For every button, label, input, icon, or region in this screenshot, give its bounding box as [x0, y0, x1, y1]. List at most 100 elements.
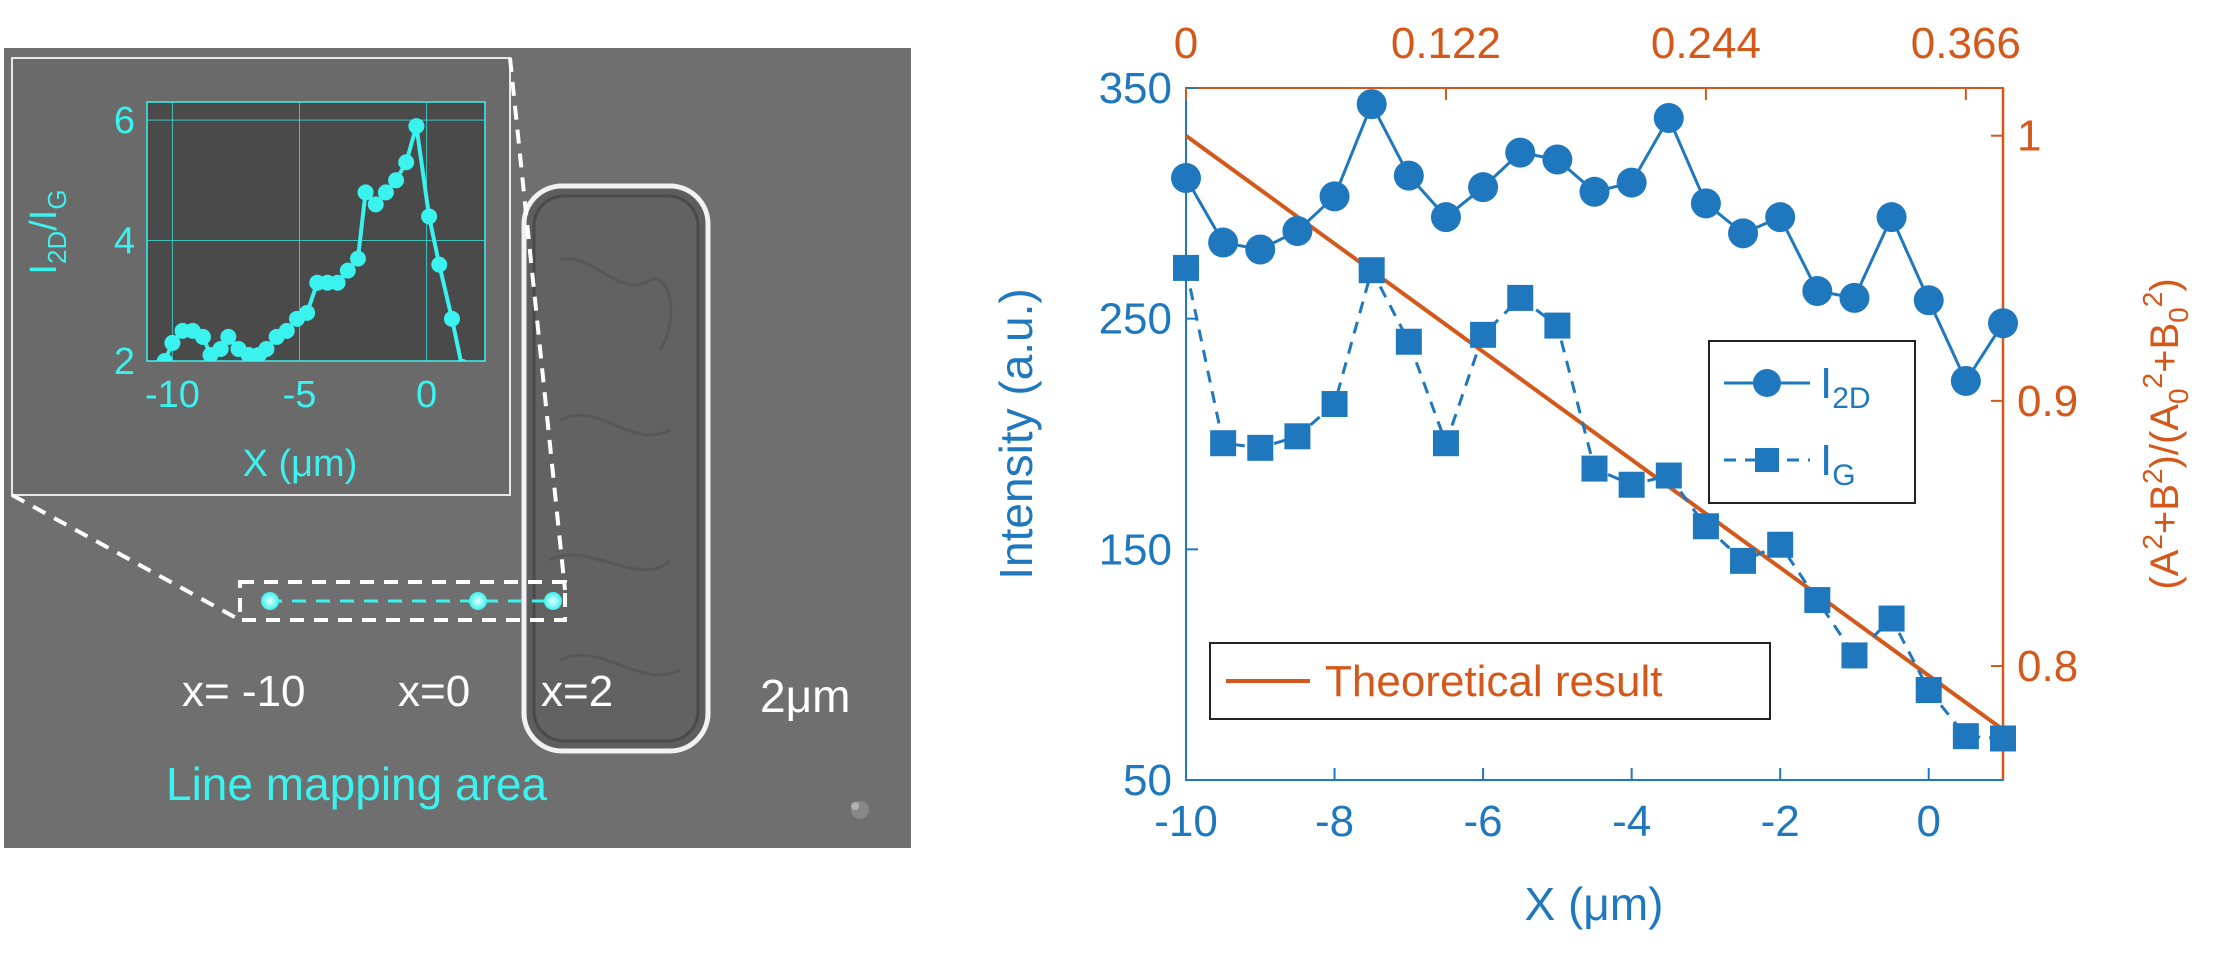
inset-y-tick-label: 6	[114, 100, 135, 142]
top-tick-label: 0.366	[1911, 19, 2021, 68]
marker-label-end: x=2	[541, 667, 613, 716]
inset-point	[329, 274, 346, 291]
y-tick-label: 250	[1099, 295, 1172, 344]
marker-label-start: x= -10	[182, 667, 306, 716]
ig-point	[1990, 725, 2016, 752]
x-tick-label: -2	[1761, 797, 1800, 846]
ig-point	[1507, 284, 1534, 311]
ig-point	[1841, 642, 1868, 669]
i2d-point	[1171, 162, 1201, 193]
inset-point	[220, 328, 237, 345]
i2d-line	[1184, 100, 2005, 385]
i2d-point	[1913, 285, 1944, 316]
trench-texture	[549, 257, 681, 677]
inset-series	[156, 118, 468, 361]
i2d-point	[1728, 218, 1759, 249]
ig-point	[1395, 328, 1422, 355]
ig-point	[1655, 462, 1682, 489]
inset-point	[278, 322, 295, 339]
mapping-box-outline	[238, 580, 567, 622]
inset-point	[377, 184, 394, 201]
inset-plot: -10 -5 0 2 4 6 X (μm) I2D/IG	[11, 57, 511, 496]
i2d-point	[1468, 172, 1499, 203]
ig-point	[1284, 423, 1311, 450]
i2d-point	[1542, 144, 1573, 175]
ig-point	[1210, 430, 1237, 457]
i2d-point	[1208, 227, 1239, 258]
ig-point	[1358, 257, 1385, 284]
i2d-point	[1393, 160, 1424, 191]
ig-point	[1952, 723, 1979, 750]
i2d-point	[1356, 89, 1387, 120]
main-ticks: -10 -8 -6 -4 -2 0 50 150 250 350 0.8 0.9 1 0 0.122 0.24…	[1099, 19, 2079, 846]
inset-point	[299, 304, 316, 321]
i2d-point	[1988, 308, 2018, 339]
x-tick-label: -8	[1315, 797, 1354, 846]
marker-label-zero: x=0	[398, 667, 470, 716]
left-ylabel: Intensity (a.u.)	[990, 288, 1042, 579]
i2d-point	[1579, 176, 1610, 207]
legend-ig-label: IG	[1820, 436, 1856, 492]
ig-point	[1767, 531, 1794, 558]
x-tick-label: -10	[1154, 797, 1218, 846]
ig-point	[1730, 547, 1757, 574]
ig-point	[1173, 254, 1199, 281]
legend-theory-label: Theoretical result	[1325, 657, 1662, 706]
sem-trench	[521, 183, 711, 754]
inset-point	[431, 256, 448, 273]
inset-point	[357, 184, 374, 201]
legend-i2d-label: I2D	[1820, 359, 1871, 415]
x-tick-label: 0	[1916, 797, 1940, 846]
inset-x-tick-label: 0	[416, 374, 437, 416]
ig-point	[1544, 312, 1571, 339]
y2-tick-label: 0.8	[2017, 642, 2078, 691]
y-tick-label: 350	[1099, 64, 1172, 113]
top-tick-label: 0	[1174, 19, 1198, 68]
inset-x-tick-label: -5	[283, 374, 317, 416]
ig-point	[1581, 455, 1608, 482]
trench-floor	[532, 194, 700, 743]
inset-y-tick-label: 4	[114, 221, 135, 263]
area-label: Line mapping area	[166, 758, 547, 810]
main-chart: -10 -8 -6 -4 -2 0 50 150 250 350 0.8 0.9 1 0 0.122 0.24…	[990, 19, 2194, 930]
y-tick-label: 50	[1123, 756, 1172, 805]
legend-i2d-marker	[1753, 369, 1781, 397]
i2d-point	[1505, 137, 1536, 168]
ig-point	[1692, 513, 1719, 540]
inset-point	[349, 250, 366, 267]
i2d-point	[1765, 202, 1796, 233]
inset-point	[164, 334, 181, 351]
mapping-box	[238, 580, 567, 622]
inset-point	[367, 196, 384, 213]
i2d-point	[1690, 188, 1721, 219]
main-xlabel: X (μm)	[1525, 878, 1664, 930]
legend-series: I2D IG	[1708, 340, 1916, 504]
inset-y-tick-label: 2	[114, 341, 135, 383]
inset-ylabel: I2D/IG	[23, 189, 72, 274]
legend-ig-marker	[1755, 448, 1779, 472]
inset-xlabel: X (μm)	[243, 443, 358, 485]
inset-axes	[146, 101, 486, 362]
x-tick-label: -6	[1464, 797, 1503, 846]
i2d-point	[1245, 234, 1276, 265]
inset-point	[339, 262, 356, 279]
y2-tick-label: 1	[2017, 112, 2041, 161]
theory-line	[1184, 134, 2005, 732]
ig-point	[1321, 391, 1348, 418]
zoom-lines	[11, 57, 567, 622]
i2d-point	[1430, 202, 1461, 233]
main-series	[1171, 89, 2018, 752]
i2d-point	[1802, 275, 1833, 306]
inset-point	[443, 310, 460, 327]
inset-point	[258, 340, 275, 357]
ig-point	[1470, 321, 1497, 348]
inset-point	[408, 118, 425, 135]
inset-x-tick-label: -10	[145, 374, 200, 416]
i2d-point	[1653, 102, 1684, 133]
y2-tick-label: 0.9	[2017, 377, 2078, 426]
i2d-point	[1319, 181, 1350, 212]
ig-point	[1618, 471, 1645, 498]
inset-point	[421, 208, 438, 225]
i2d-point	[1876, 202, 1907, 233]
